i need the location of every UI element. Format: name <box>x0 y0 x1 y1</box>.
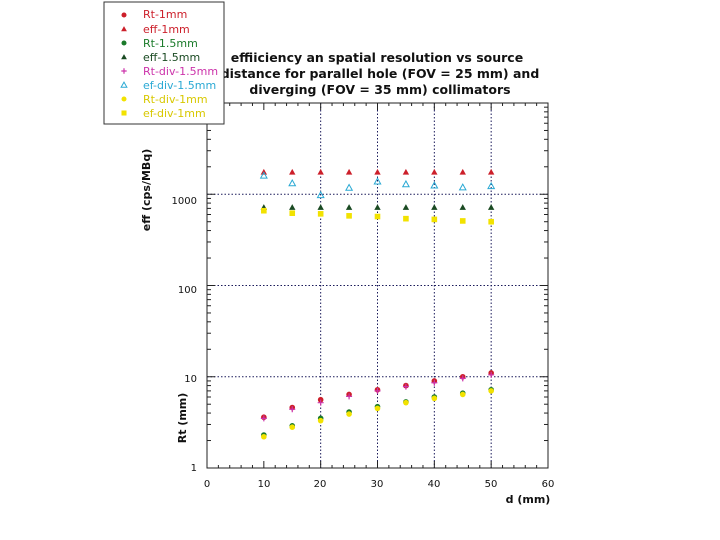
legend-marker-rt-1-5mm <box>121 40 127 46</box>
legend-label-rt-1-5mm: Rt-1.5mm <box>143 37 198 50</box>
data-point-ef-div-1-5mm <box>401 179 410 188</box>
axis-ticks <box>206 103 549 469</box>
data-point-rt-div-1mm <box>261 433 267 440</box>
data-point-eff-1mm <box>459 168 466 175</box>
legend-marker-ef-div-1mm <box>121 110 127 116</box>
y-tick-label: 100 <box>178 285 197 296</box>
data-point-rt-div-1mm <box>431 395 438 402</box>
data-point-eff-1mm <box>402 168 410 175</box>
data-point-eff-1mm <box>317 168 324 175</box>
data-point-eff-1-5mm <box>431 204 438 210</box>
chart-title-line-3: diverging (FOV = 35 mm) collimators <box>249 82 510 97</box>
legend-marker-eff-1mm <box>121 26 127 32</box>
data-point-ef-div-1-5mm <box>487 181 496 190</box>
data-point-ef-div-1-5mm <box>316 190 325 199</box>
data-point-rt-div-1mm <box>346 411 352 417</box>
data-point-rt-div-1mm <box>459 391 466 398</box>
data-point-ef-div-1mm <box>317 211 324 217</box>
chart-title-line-1: effiiciency an spatial resolution vs sou… <box>231 50 523 65</box>
x-tick-label: 60 <box>542 479 555 490</box>
y-axis-label-efficiency: eff (cps/MBq) <box>140 149 153 231</box>
data-point-eff-1mm <box>431 168 438 175</box>
legend-marker-rt-1mm <box>121 12 127 18</box>
data-point-ef-div-1-5mm <box>430 181 439 189</box>
data-point-rt-div-1-5mm <box>402 383 409 390</box>
data-point-eff-1-5mm <box>487 204 495 210</box>
chart-title-line-2: distance for parallel hole (FOV = 25 mm)… <box>221 66 540 81</box>
data-point-eff-1mm <box>487 168 495 175</box>
legend-label-rt-1mm: Rt-1mm <box>143 8 187 21</box>
x-tick-label: 50 <box>485 479 498 490</box>
data-point-eff-1-5mm <box>459 204 466 210</box>
data-point-eff-1-5mm <box>345 204 353 210</box>
x-axis-label: d (mm) <box>506 493 551 506</box>
data-point-ef-div-1-5mm <box>288 179 297 187</box>
legend: Rt-1mm eff-1mm Rt-1.5mm eff-1.5mm Rt-div… <box>103 1 225 125</box>
data-point-rt-div-1-5mm <box>260 415 267 422</box>
legend-label-ef-div-1-5mm: ef-div-1.5mm <box>143 79 216 92</box>
x-tick-label: 40 <box>428 479 441 490</box>
grid-lines <box>207 103 548 468</box>
data-point-eff-1-5mm <box>402 204 410 210</box>
legend-label-rt-div-1mm: Rt-div-1mm <box>143 93 208 106</box>
data-point-eff-1-5mm <box>289 204 296 210</box>
data-point-eff-1-5mm <box>317 204 324 210</box>
legend-marker-rt-div-1-5mm <box>121 68 127 74</box>
data-point-eff-1mm <box>289 168 296 175</box>
data-point-rt-div-1-5mm <box>431 379 438 386</box>
y-tick-label: 1 <box>191 463 197 474</box>
data-point-ef-div-1-5mm <box>259 171 268 179</box>
data-point-rt-div-1mm <box>403 399 409 406</box>
data-point-ef-div-1mm <box>261 207 267 214</box>
legend-label-ef-div-1mm: ef-div-1mm <box>143 107 206 120</box>
x-tick-label: 10 <box>258 479 271 490</box>
data-point-rt-div-1-5mm <box>459 375 466 382</box>
data-point-ef-div-1mm <box>374 213 381 220</box>
data-point-ef-div-1-5mm <box>345 183 354 191</box>
data-point-rt-div-1-5mm <box>289 406 296 413</box>
y-tick-label: 10 <box>184 374 197 385</box>
data-point-rt-div-1-5mm <box>374 387 381 394</box>
x-tick-label: 0 <box>204 479 210 490</box>
data-point-rt-div-1-5mm <box>317 399 324 406</box>
data-point-rt-div-1-5mm <box>346 393 353 400</box>
data-point-ef-div-1mm <box>459 218 466 224</box>
legend-marker-eff-1-5mm <box>121 54 127 60</box>
data-point-ef-div-1-5mm <box>373 177 382 185</box>
legend-marker-ef-div-1-5mm <box>120 81 128 88</box>
legend-label-eff-1mm: eff-1mm <box>143 23 190 36</box>
y-axis-label-resolution: Rt (mm) <box>176 393 189 444</box>
data-point-eff-1-5mm <box>374 204 381 210</box>
data-point-ef-div-1mm <box>488 218 494 225</box>
data-point-rt-div-1mm <box>317 417 324 424</box>
data-point-eff-1mm <box>345 168 353 175</box>
y-tick-label: 1000 <box>172 196 197 207</box>
legend-label-eff-1-5mm: eff-1.5mm <box>143 51 200 64</box>
data-point-ef-div-1mm <box>431 216 438 223</box>
data-point-rt-div-1mm <box>488 388 494 394</box>
legend-marker-rt-div-1mm <box>121 96 127 102</box>
data-point-ef-div-1mm <box>289 210 296 216</box>
x-tick-label: 20 <box>314 479 327 490</box>
legend-markers <box>120 12 128 116</box>
data-point-ef-div-1mm <box>346 213 352 219</box>
data-point-rt-div-1mm <box>289 424 296 430</box>
x-tick-label: 30 <box>371 479 384 490</box>
data-points <box>259 168 496 440</box>
data-point-ef-div-1mm <box>403 215 409 222</box>
data-point-rt-div-1-5mm <box>488 371 495 378</box>
legend-label-rt-div-1-5mm: Rt-div-1.5mm <box>143 65 218 78</box>
legend-box <box>103 1 225 125</box>
data-point-rt-div-1mm <box>374 405 381 412</box>
data-point-ef-div-1-5mm <box>458 183 467 191</box>
data-point-eff-1mm <box>374 168 381 175</box>
